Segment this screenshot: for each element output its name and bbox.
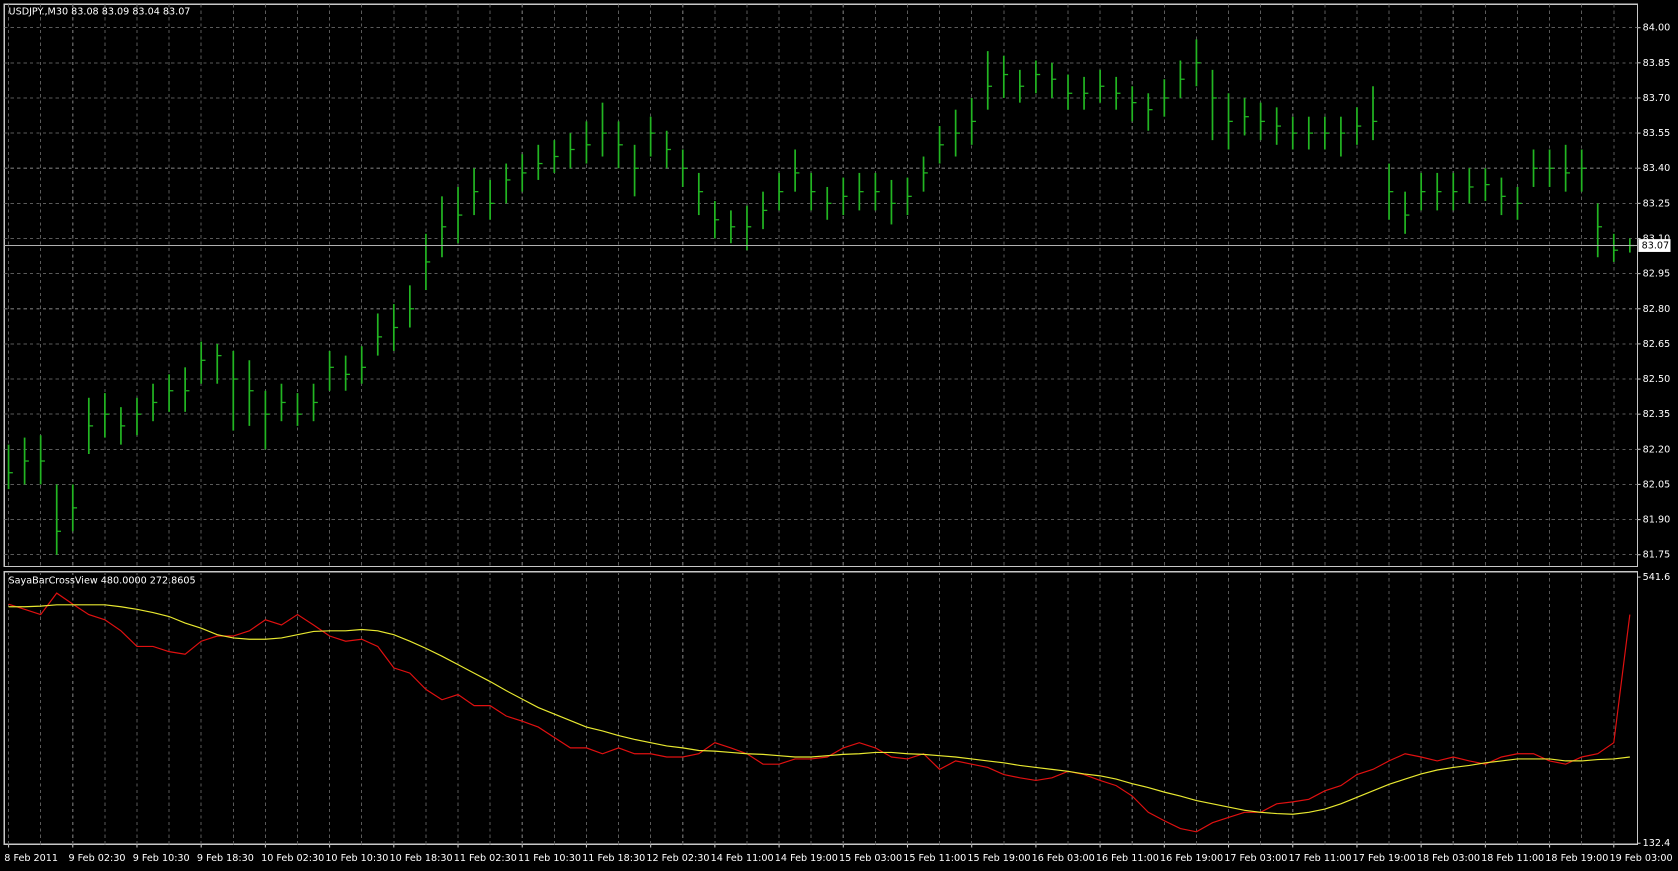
indicator-panel-frame	[3, 571, 1638, 845]
y-tick-label: 82.65	[1643, 339, 1671, 350]
y-tick-label: 82.35	[1643, 409, 1671, 420]
x-tick-label: 14 Feb 11:00	[711, 853, 774, 864]
y-tick-label: 82.20	[1643, 444, 1671, 455]
main-panel-frame	[3, 3, 1638, 567]
x-tick-label: 18 Feb 11:00	[1481, 853, 1544, 864]
y-tick-label: 83.55	[1643, 128, 1671, 139]
x-tick-label: 18 Feb 19:00	[1545, 853, 1608, 864]
x-tick-label: 9 Feb 18:30	[197, 853, 254, 864]
x-tick-label: 8 Feb 2011	[4, 853, 58, 864]
x-tick-label: 16 Feb 19:00	[1160, 853, 1223, 864]
x-tick-label: 17 Feb 19:00	[1353, 853, 1416, 864]
x-tick-label: 16 Feb 11:00	[1096, 853, 1159, 864]
y-tick-label: 83.70	[1643, 93, 1671, 104]
x-tick-label: 10 Feb 10:30	[325, 853, 388, 864]
x-tick-label: 17 Feb 11:00	[1288, 853, 1351, 864]
y-tick-label: 83.85	[1643, 58, 1671, 69]
main-title: USDJPY.,M30 83.08 83.09 83.04 83.07	[9, 7, 191, 18]
x-tick-label: 15 Feb 19:00	[967, 853, 1030, 864]
indicator-title: SayaBarCrossView 480.0000 272.8605	[9, 575, 196, 586]
y-tick-label: 541.6	[1643, 572, 1671, 583]
x-tick-label: 9 Feb 02:30	[68, 853, 125, 864]
y-tick-label: 82.05	[1643, 479, 1671, 490]
x-tick-label: 10 Feb 18:30	[390, 853, 453, 864]
indicator-line	[8, 592, 1631, 833]
x-tick-label: 10 Feb 02:30	[261, 853, 324, 864]
x-tick-label: 15 Feb 03:00	[839, 853, 902, 864]
last-price-label: 83.07	[1642, 241, 1670, 252]
y-tick-label: 81.90	[1643, 515, 1671, 526]
y-tick-label: 82.80	[1643, 304, 1671, 315]
y-tick-label: 82.50	[1643, 374, 1671, 385]
y-tick-label: 83.40	[1643, 163, 1671, 174]
x-tick-label: 9 Feb 10:30	[133, 853, 190, 864]
y-tick-label: 83.10	[1643, 234, 1671, 245]
last-price-box	[1638, 239, 1671, 252]
x-tick-label: 16 Feb 03:00	[1032, 853, 1095, 864]
x-tick-label: 19 Feb 03:00	[1610, 853, 1673, 864]
x-tick-label: 17 Feb 03:00	[1224, 853, 1287, 864]
x-tick-label: 14 Feb 19:00	[775, 853, 838, 864]
x-tick-label: 12 Feb 02:30	[646, 853, 709, 864]
y-tick-label: 81.75	[1643, 550, 1671, 561]
x-tick-label: 18 Feb 03:00	[1417, 853, 1480, 864]
y-tick-label: 84.00	[1643, 23, 1671, 34]
y-tick-label: 83.25	[1643, 198, 1671, 209]
x-tick-label: 15 Feb 11:00	[903, 853, 966, 864]
indicator-line	[8, 604, 1630, 815]
x-tick-label: 11 Feb 02:30	[454, 853, 517, 864]
y-tick-label: 82.95	[1643, 269, 1671, 280]
x-tick-label: 11 Feb 10:30	[518, 853, 581, 864]
x-tick-label: 11 Feb 18:30	[582, 853, 645, 864]
y-tick-label: 132.4	[1643, 838, 1671, 849]
